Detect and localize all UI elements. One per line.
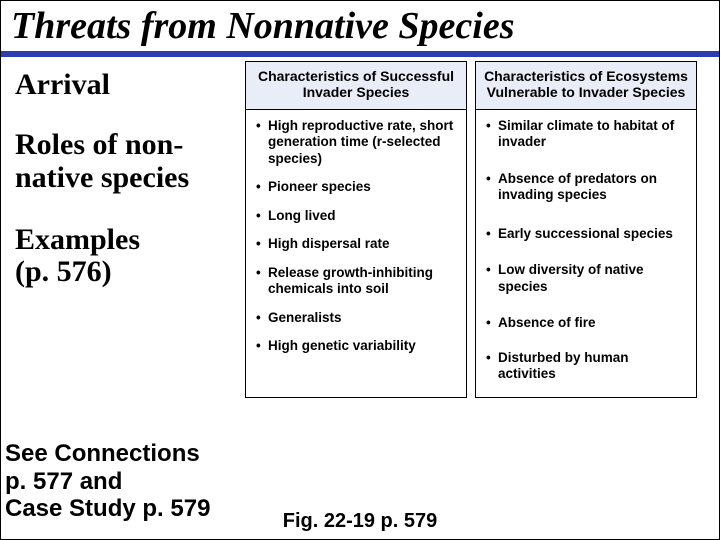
list-item: •High dispersal rate (256, 236, 458, 252)
bullet-icon: • (486, 171, 498, 204)
left-heading-examples-line2: (p. 576) (15, 255, 112, 288)
right-column: Characteristics of Successful Invader Sp… (241, 57, 719, 533)
bullet-icon: • (256, 208, 268, 224)
bullet-icon: • (256, 338, 268, 354)
list-item: •Absence of fire (486, 315, 688, 331)
left-heading-roles: Roles of non- native species (15, 129, 235, 194)
bullet-text: Pioneer species (268, 179, 458, 195)
bullet-icon: • (256, 236, 268, 252)
invader-species-header: Characteristics of Successful Invader Sp… (246, 62, 466, 110)
bullet-text: Absence of predators on invading species (498, 171, 688, 204)
list-item: •Pioneer species (256, 179, 458, 195)
list-item: •Absence of predators on invading specie… (486, 171, 688, 204)
list-item: •Generalists (256, 310, 458, 326)
list-item: •Long lived (256, 208, 458, 224)
vulnerable-ecosystems-body: •Similar climate to habitat of invader •… (476, 110, 696, 397)
title-band: Threats from Nonnative Species (1, 1, 719, 51)
bullet-icon: • (256, 179, 268, 195)
list-item: •Low diversity of native species (486, 262, 688, 295)
left-heading-roles-line1: Roles of non- (15, 128, 183, 161)
invader-species-column: Characteristics of Successful Invader Sp… (245, 61, 467, 398)
list-item: •High genetic variability (256, 338, 458, 354)
bullet-text: Disturbed by human activities (498, 350, 688, 383)
list-item: •Release growth-inhibiting chemicals int… (256, 265, 458, 298)
slide: Threats from Nonnative Species Arrival R… (0, 0, 720, 540)
left-heading-examples: Examples (p. 576) (15, 224, 235, 289)
bullet-text: Absence of fire (498, 315, 688, 331)
list-item: •High reproductive rate, short generatio… (256, 118, 458, 167)
figure-caption: Fig. 22-19 p. 579 (1, 510, 719, 533)
connections-line2: p. 577 and (5, 468, 122, 495)
vulnerable-ecosystems-header: Characteristics of Ecosystems Vulnerable… (476, 62, 696, 110)
bullet-text: Long lived (268, 208, 458, 224)
bullet-text: Early successional species (498, 226, 688, 242)
bullet-icon: • (256, 265, 268, 298)
list-item: •Similar climate to habitat of invader (486, 118, 688, 151)
bullet-icon: • (486, 315, 498, 331)
bullet-icon: • (486, 262, 498, 295)
connections-line1: See Connections (5, 440, 200, 467)
list-item: •Early successional species (486, 226, 688, 242)
bullet-icon: • (486, 118, 498, 151)
bullet-text: High genetic variability (268, 338, 458, 354)
left-heading-roles-line2: native species (15, 161, 189, 194)
characteristics-table: Characteristics of Successful Invader Sp… (245, 61, 709, 398)
vulnerable-ecosystems-column: Characteristics of Ecosystems Vulnerable… (475, 61, 697, 398)
bullet-text: Release growth-inhibiting chemicals into… (268, 265, 458, 298)
bullet-icon: • (256, 310, 268, 326)
bullet-text: High dispersal rate (268, 236, 458, 252)
slide-title: Threats from Nonnative Species (11, 7, 709, 47)
bullet-text: High reproductive rate, short generation… (268, 118, 458, 167)
bullet-text: Similar climate to habitat of invader (498, 118, 688, 151)
list-item: •Disturbed by human activities (486, 350, 688, 383)
invader-species-body: •High reproductive rate, short generatio… (246, 110, 466, 369)
left-heading-examples-line1: Examples (15, 223, 140, 256)
bullet-text: Low diversity of native species (498, 262, 688, 295)
bullet-icon: • (486, 226, 498, 242)
bullet-icon: • (256, 118, 268, 167)
bullet-text: Generalists (268, 310, 458, 326)
bullet-icon: • (486, 350, 498, 383)
left-heading-arrival: Arrival (15, 69, 235, 101)
